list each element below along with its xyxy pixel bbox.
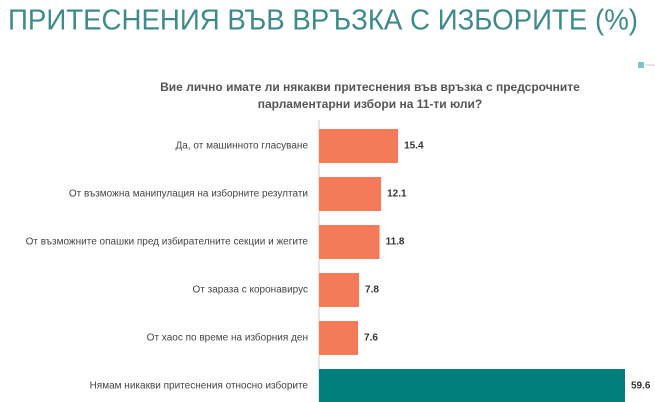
decoration xyxy=(638,62,644,68)
category-label: Да, от машинното гласуване xyxy=(176,141,309,152)
value-label: 59.6 xyxy=(631,381,651,392)
chart-title: ПРИТЕСНЕНИЯ ВЪВ ВРЪЗКА С ИЗБОРИТЕ (%) xyxy=(8,5,638,37)
category-label: От хаос по време на изборния ден xyxy=(147,332,308,344)
category-label: От възможна манипулация на изборните рез… xyxy=(69,188,308,200)
bar xyxy=(319,369,625,402)
category-label: Нямам никакви притеснения относно избори… xyxy=(90,380,309,392)
chart-subtitle: Вие лично имате ли някакви притеснения в… xyxy=(160,80,580,94)
chart-subtitle: парламентарни избори на 11-ти юли? xyxy=(258,97,483,111)
category-label: От зараза с коронавирус xyxy=(193,285,309,296)
bar xyxy=(319,225,380,259)
value-label: 11.8 xyxy=(386,237,405,248)
category-label: От възможните опашки пред избирателните … xyxy=(26,236,309,248)
bar xyxy=(319,273,360,307)
value-label: 15.4 xyxy=(404,141,424,152)
value-label: 7.8 xyxy=(365,285,379,296)
value-label: 7.6 xyxy=(364,333,378,344)
value-label: 12.1 xyxy=(387,189,407,200)
bar xyxy=(319,321,359,355)
bar xyxy=(319,129,399,163)
bar xyxy=(319,177,382,211)
